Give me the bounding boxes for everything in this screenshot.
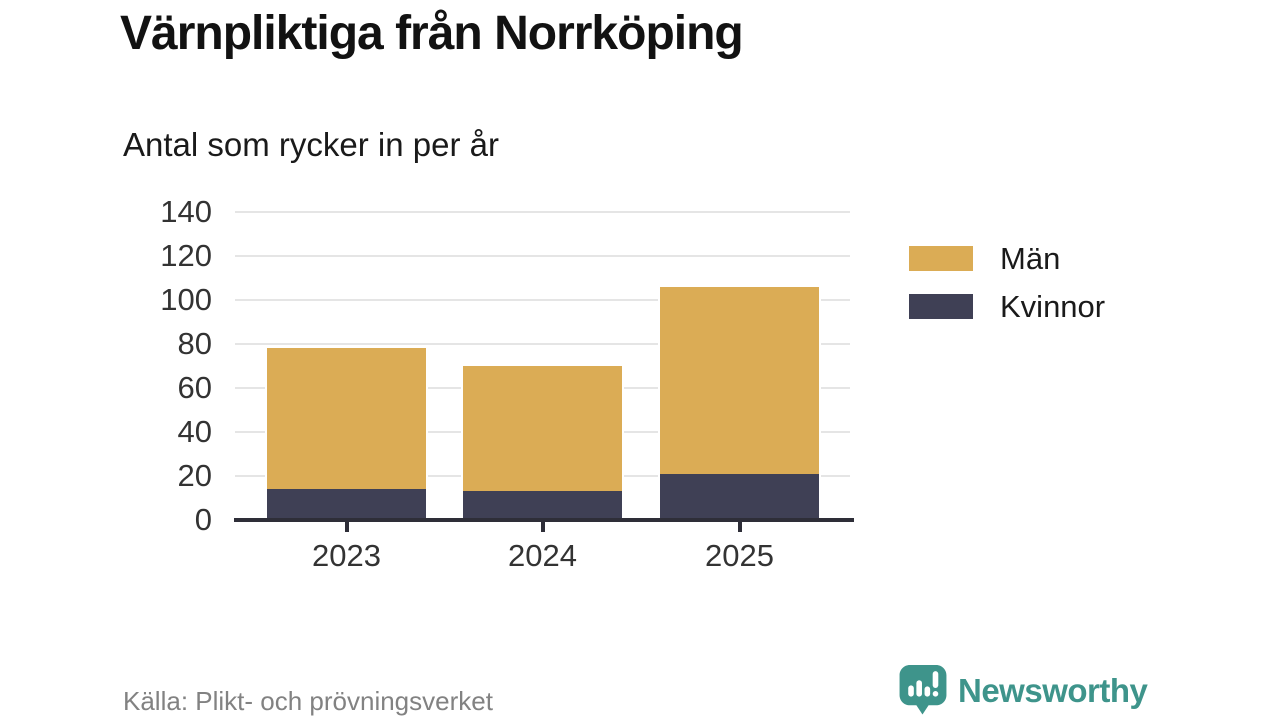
gridline-140: [235, 211, 850, 213]
y-tick-label: 140: [160, 194, 212, 229]
gridline-120: [235, 255, 850, 257]
bar-segment-men-2024: [463, 365, 622, 492]
bar-2024: [461, 363, 624, 520]
legend: Män Kvinnor: [909, 241, 1106, 342]
bar-2025: [658, 284, 821, 520]
x-axis-tick-2025: [737, 521, 742, 532]
y-tick-label: 20: [177, 458, 212, 493]
x-tick-label-2023: 2023: [312, 538, 381, 573]
newsworthy-wordmark: Newsworthy: [958, 671, 1148, 709]
y-tick-label: 120: [160, 238, 212, 273]
legend-item-men: Män: [909, 241, 1105, 276]
y-axis-labels: 0 20 40 60 80 100 120 140: [100, 196, 212, 536]
x-axis-tick-2023: [344, 521, 349, 532]
plot-area: 2023 2024 2025: [234, 211, 854, 573]
bar-segment-women-2023: [267, 489, 426, 520]
y-tick-label: 60: [177, 370, 212, 405]
y-tick-label: 40: [177, 414, 212, 449]
chart-subtitle: Antal som rycker in per år: [123, 126, 499, 163]
legend-swatch-women: [909, 294, 973, 319]
y-tick-label: 100: [160, 282, 212, 317]
page-title: Värnpliktiga från Norrköping: [120, 7, 744, 60]
gridline-80: [235, 343, 850, 345]
x-tick-label-2024: 2024: [508, 538, 577, 573]
newsworthy-logo: Newsworthy: [898, 664, 1148, 717]
gridline-100: [235, 299, 850, 301]
bar-chart-speech-bubble-icon: [899, 665, 947, 715]
y-tick-label: 0: [194, 502, 212, 537]
x-tick-label-2025: 2025: [705, 538, 774, 573]
legend-item-women: Kvinnor: [909, 289, 1106, 324]
bar-2023: [265, 346, 428, 520]
bar-segment-women-2025: [660, 473, 819, 520]
legend-swatch-men: [909, 246, 973, 271]
source-attribution: Källa: Plikt- och prövningsverket: [123, 686, 493, 716]
x-axis-line: [234, 518, 854, 522]
legend-label-women: Kvinnor: [1000, 289, 1106, 324]
bar-segment-men-2025: [660, 286, 819, 474]
legend-label-men: Män: [1000, 241, 1061, 276]
bar-segment-women-2024: [463, 491, 622, 520]
bar-segment-men-2023: [267, 348, 426, 490]
y-tick-label: 80: [177, 326, 212, 361]
x-axis-tick-2024: [540, 521, 545, 532]
